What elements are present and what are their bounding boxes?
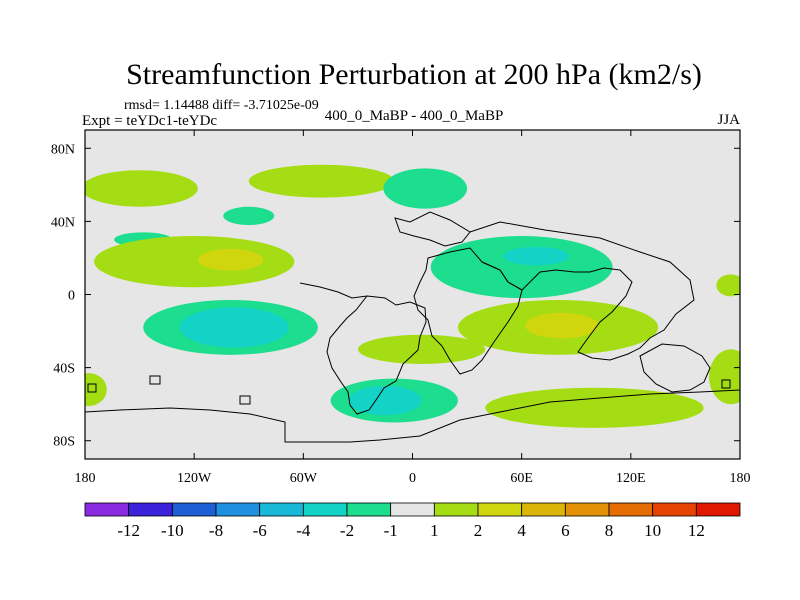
anomaly-field-layer xyxy=(85,164,740,428)
anomaly-blob-6 xyxy=(197,248,264,271)
x-tick-label-3: 0 xyxy=(409,471,416,486)
anomaly-blob-4 xyxy=(383,168,468,209)
y-tick-label-4: 80S xyxy=(53,435,75,450)
x-tick-label-4: 60E xyxy=(510,471,533,486)
y-tick-label-2: 0 xyxy=(68,289,75,304)
colorbar-label-4: -4 xyxy=(296,521,311,540)
anomaly-blob-12 xyxy=(525,312,599,339)
season-label: JJA xyxy=(717,112,740,128)
x-tick-label-0: 180 xyxy=(75,471,96,486)
coastline-central-america xyxy=(299,282,368,299)
colorbar-label-11: 8 xyxy=(605,521,614,540)
colorbar-label-12: 10 xyxy=(644,521,661,540)
colorbar-label-10: 6 xyxy=(561,521,570,540)
colorbar-label-3: -6 xyxy=(253,521,267,540)
anomaly-blob-1 xyxy=(248,164,395,198)
colorbar-swatch-4 xyxy=(259,502,304,517)
colorbar-swatch-14 xyxy=(695,502,741,517)
stats-text: rmsd= 1.14488 diff= -3.71025e-09 xyxy=(124,98,319,113)
coastline-layer xyxy=(85,211,740,443)
anomaly-blob-5 xyxy=(94,236,295,288)
x-tick-label-5: 120E xyxy=(616,471,646,486)
colorbar-label-8: 2 xyxy=(474,521,483,540)
colorbar-label-2: -8 xyxy=(209,521,223,540)
anomaly-blob-17 xyxy=(85,373,107,406)
colorbar-swatch-13 xyxy=(652,502,697,517)
coastline-australia xyxy=(639,343,711,393)
anomaly-blob-18 xyxy=(709,349,740,405)
anomaly-blob-19 xyxy=(716,274,740,297)
anomaly-blob-16 xyxy=(485,387,704,428)
anomaly-blob-13 xyxy=(357,334,486,364)
colorbar-swatch-10 xyxy=(521,502,566,517)
axis-ticks: 180 120W 60W 0 60E 120E 180 80N 40N 0 40S 80S xyxy=(51,130,751,486)
chart-subtitle: 400_0_MaBP - 400_0_MaBP xyxy=(325,108,504,124)
anomaly-blob-0 xyxy=(85,170,198,207)
coastline-south-america xyxy=(326,295,427,415)
colorbar-swatch-1 xyxy=(128,502,173,517)
coastline-europe xyxy=(394,211,471,247)
colorbar-swatch-7 xyxy=(390,502,435,517)
colorbar-label-9: 4 xyxy=(517,521,526,540)
colorbar-label-7: 1 xyxy=(430,521,439,540)
anomaly-blob-10 xyxy=(179,307,289,348)
colorbar-swatch-5 xyxy=(302,502,348,517)
anomaly-blob-8 xyxy=(503,246,569,266)
colorbar-swatch-6 xyxy=(346,502,392,517)
colorbar-swatch-9 xyxy=(477,502,523,517)
colorbar-swatch-8 xyxy=(433,502,479,517)
colorbar-swatch-11 xyxy=(564,502,610,517)
anomaly-blob-15 xyxy=(348,385,422,416)
coastline-asia xyxy=(469,221,695,361)
anomaly-blob-7 xyxy=(430,236,613,299)
colorbar: -12 -10 -8 -6 -4 -2 -1 1 2 4 6 8 10 12 xyxy=(84,502,741,540)
expt-label: Expt = teYDc1-teYDc xyxy=(82,113,217,129)
y-tick-label-0: 80N xyxy=(51,142,75,157)
colorbar-label-13: 12 xyxy=(688,521,705,540)
coastline-pacific-islands xyxy=(87,375,731,405)
y-tick-label-1: 40N xyxy=(51,215,75,230)
x-tick-label-6: 180 xyxy=(730,471,751,486)
colorbar-swatch-2 xyxy=(171,502,217,517)
colorbar-label-0: -12 xyxy=(117,521,140,540)
chart-title: Streamfunction Perturbation at 200 hPa (… xyxy=(126,58,702,91)
colorbar-swatch-0 xyxy=(84,502,130,517)
x-tick-label-2: 60W xyxy=(290,471,318,486)
colorbar-label-5: -2 xyxy=(340,521,354,540)
coastline-antarctica xyxy=(85,389,740,443)
colorbar-label-6: -1 xyxy=(384,521,398,540)
colorbar-swatch-3 xyxy=(215,502,261,517)
y-tick-label-3: 40S xyxy=(53,362,75,377)
colorbar-label-1: -10 xyxy=(161,521,184,540)
colorbar-swatch-12 xyxy=(608,502,654,517)
x-tick-label-1: 120W xyxy=(177,471,212,486)
anomaly-blob-3 xyxy=(223,206,275,226)
